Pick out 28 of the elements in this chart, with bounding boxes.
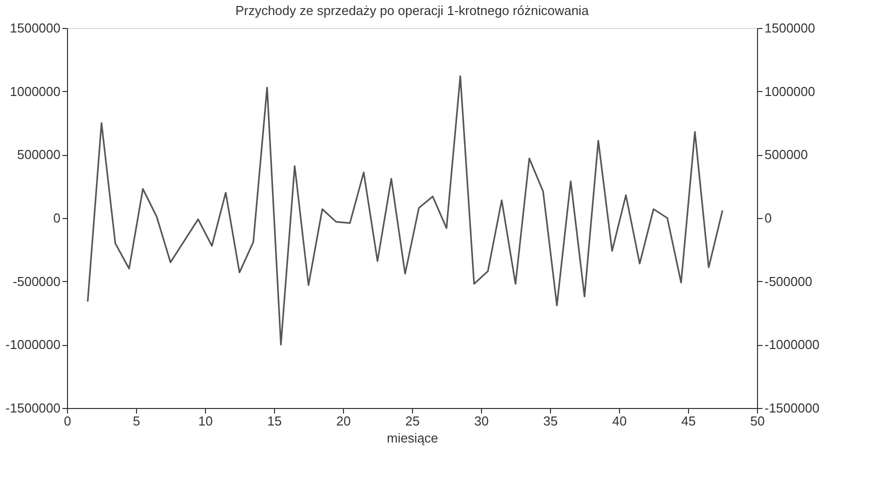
y2-tick-label: -500000 bbox=[764, 274, 812, 289]
x-tick-label: 10 bbox=[198, 414, 213, 428]
y2-tick-label: 0 bbox=[764, 210, 772, 226]
y-tick-label: 1000000 bbox=[10, 84, 60, 99]
x-tick-label: 35 bbox=[543, 414, 558, 428]
y2-tick-label: -1500000 bbox=[764, 400, 820, 416]
y-tick-label: -1000000 bbox=[6, 337, 60, 352]
chart-title: Przychody ze sprzedaży po operacji 1-krotnego różnicowania bbox=[235, 3, 590, 18]
x-tick-label: 5 bbox=[132, 414, 140, 428]
y-tick-label: -500000 bbox=[12, 274, 60, 289]
x-tick-label: 50 bbox=[750, 414, 765, 428]
x-axis-title: miesiące bbox=[386, 430, 438, 446]
line-series bbox=[86, 75, 724, 346]
y-tick-label: -1500000 bbox=[6, 400, 60, 416]
y2-tick-label: -1000000 bbox=[764, 337, 820, 352]
x-tick-label: 25 bbox=[405, 414, 420, 428]
y2-tick-label: 1500000 bbox=[764, 20, 816, 36]
x-tick-label: 40 bbox=[612, 414, 627, 428]
x-tick-label: 15 bbox=[267, 414, 282, 428]
y2-tick-label: 500000 bbox=[764, 147, 808, 162]
y-tick-label: 500000 bbox=[17, 147, 60, 162]
x-tick-label: 45 bbox=[681, 414, 696, 428]
y2-tick-label: 1000000 bbox=[764, 84, 816, 99]
x-tick-label: 30 bbox=[474, 414, 489, 428]
y-tick-label: 0 bbox=[53, 210, 60, 226]
x-tick-label: 20 bbox=[336, 414, 351, 428]
x-tick-label: 0 bbox=[64, 414, 72, 428]
y-tick-label: 1500000 bbox=[10, 20, 60, 36]
